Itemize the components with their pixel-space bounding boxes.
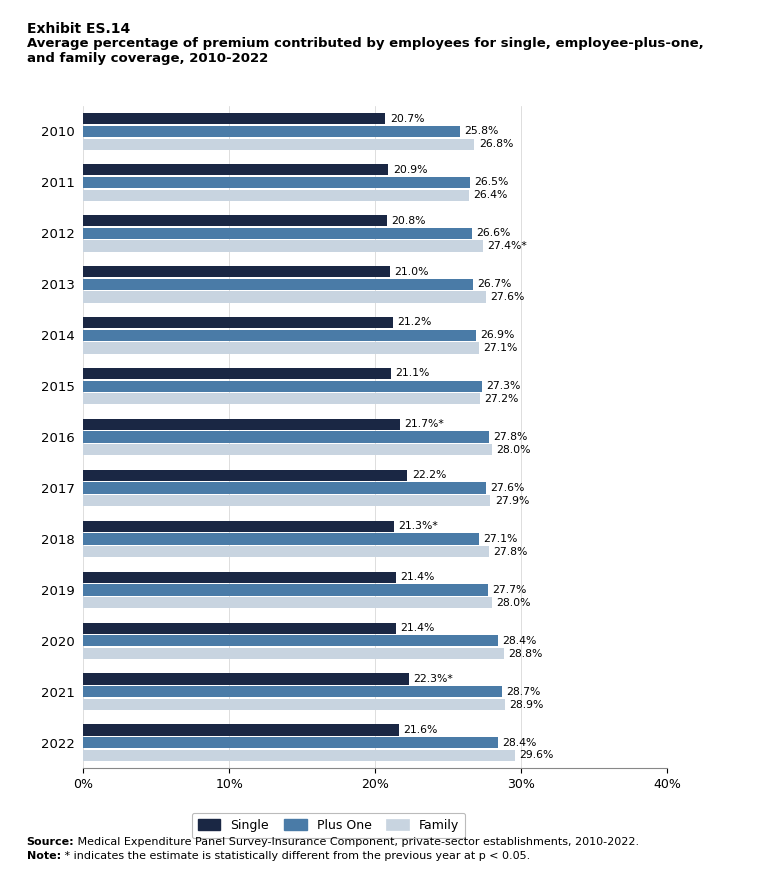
Text: 22.3%*: 22.3%* — [413, 674, 453, 684]
Text: 21.2%: 21.2% — [397, 318, 431, 328]
Bar — [83, 585, 487, 595]
Text: 21.4%: 21.4% — [400, 623, 434, 633]
Bar — [83, 699, 505, 710]
Text: 26.4%: 26.4% — [473, 190, 507, 200]
Bar — [83, 215, 387, 226]
Text: 21.3%*: 21.3%* — [399, 521, 438, 532]
Bar — [83, 329, 476, 341]
Text: 20.7%: 20.7% — [390, 114, 424, 124]
Bar — [83, 266, 390, 277]
Text: 21.7%*: 21.7%* — [405, 419, 444, 429]
Bar — [83, 495, 490, 506]
Text: 26.8%: 26.8% — [479, 140, 513, 149]
Text: 26.9%: 26.9% — [481, 330, 515, 340]
Text: Source:: Source: — [27, 837, 74, 847]
Bar — [83, 419, 400, 430]
Bar — [83, 164, 388, 175]
Bar — [83, 750, 515, 761]
Text: 28.0%: 28.0% — [496, 445, 531, 455]
Text: Note:: Note: — [27, 851, 61, 861]
Bar — [83, 240, 483, 252]
Text: 21.4%: 21.4% — [400, 572, 434, 582]
Text: 21.1%: 21.1% — [396, 368, 430, 379]
Text: 28.4%: 28.4% — [502, 737, 537, 748]
Text: 27.1%: 27.1% — [483, 534, 518, 544]
Bar — [83, 125, 460, 137]
Text: Average percentage of premium contributed by employees for single, employee-plus: Average percentage of premium contribute… — [27, 37, 703, 50]
Bar — [83, 635, 498, 646]
Text: 28.7%: 28.7% — [506, 687, 541, 697]
Bar — [83, 317, 393, 328]
Bar — [83, 546, 489, 557]
Text: 26.6%: 26.6% — [476, 229, 510, 238]
Text: 27.1%: 27.1% — [483, 343, 518, 353]
Text: 27.9%: 27.9% — [495, 495, 529, 506]
Text: 27.7%: 27.7% — [492, 585, 526, 595]
Bar — [83, 279, 473, 290]
Bar — [83, 343, 479, 353]
Text: 21.0%: 21.0% — [394, 267, 429, 276]
Text: 22.2%: 22.2% — [412, 471, 446, 480]
Bar — [83, 177, 470, 188]
Text: 28.0%: 28.0% — [496, 598, 531, 608]
Bar — [83, 521, 394, 532]
Text: 25.8%: 25.8% — [464, 126, 499, 137]
Text: 29.6%: 29.6% — [520, 751, 554, 760]
Text: 27.8%: 27.8% — [493, 547, 528, 556]
Bar — [83, 482, 486, 494]
Text: 27.8%: 27.8% — [493, 432, 528, 442]
Bar — [83, 291, 486, 303]
Bar — [83, 139, 475, 150]
Text: 27.6%: 27.6% — [490, 483, 525, 493]
Bar — [83, 113, 385, 125]
Bar — [83, 368, 391, 379]
Bar — [83, 228, 471, 239]
Text: 27.4%*: 27.4%* — [487, 241, 528, 251]
Bar — [83, 533, 479, 545]
Bar — [83, 686, 502, 698]
Text: Exhibit ES.14: Exhibit ES.14 — [27, 22, 130, 36]
Bar — [83, 674, 409, 684]
Text: 28.4%: 28.4% — [502, 636, 537, 645]
Bar — [83, 648, 503, 660]
Text: 20.8%: 20.8% — [391, 215, 426, 225]
Bar — [83, 470, 407, 481]
Text: 27.6%: 27.6% — [490, 292, 525, 302]
Text: 27.3%: 27.3% — [486, 381, 521, 391]
Bar — [83, 597, 492, 608]
Bar — [83, 381, 482, 392]
Text: 21.6%: 21.6% — [403, 725, 437, 735]
Bar — [83, 393, 481, 404]
Bar — [83, 724, 399, 736]
Bar — [83, 737, 498, 749]
Bar — [83, 444, 492, 456]
Bar — [83, 571, 396, 583]
Bar — [83, 623, 396, 634]
Text: and family coverage, 2010-2022: and family coverage, 2010-2022 — [27, 52, 268, 65]
Bar — [83, 190, 468, 200]
Text: Medical Expenditure Panel Survey-Insurance Component, private-sector establishme: Medical Expenditure Panel Survey-Insuran… — [74, 837, 639, 847]
Text: 20.9%: 20.9% — [393, 164, 428, 175]
Text: * indicates the estimate is statistically different from the previous year at p : * indicates the estimate is statisticall… — [61, 851, 531, 861]
Text: 26.7%: 26.7% — [478, 279, 512, 290]
Text: 28.8%: 28.8% — [508, 649, 543, 659]
Text: 26.5%: 26.5% — [475, 177, 509, 187]
Bar — [83, 432, 489, 442]
Text: 27.2%: 27.2% — [484, 394, 519, 404]
Text: 28.9%: 28.9% — [509, 699, 543, 710]
Legend: Single, Plus One, Family: Single, Plus One, Family — [192, 812, 465, 838]
